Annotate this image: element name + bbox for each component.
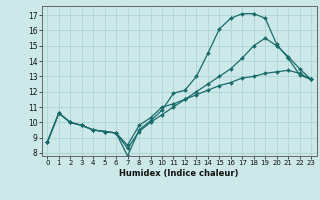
X-axis label: Humidex (Indice chaleur): Humidex (Indice chaleur) bbox=[119, 169, 239, 178]
